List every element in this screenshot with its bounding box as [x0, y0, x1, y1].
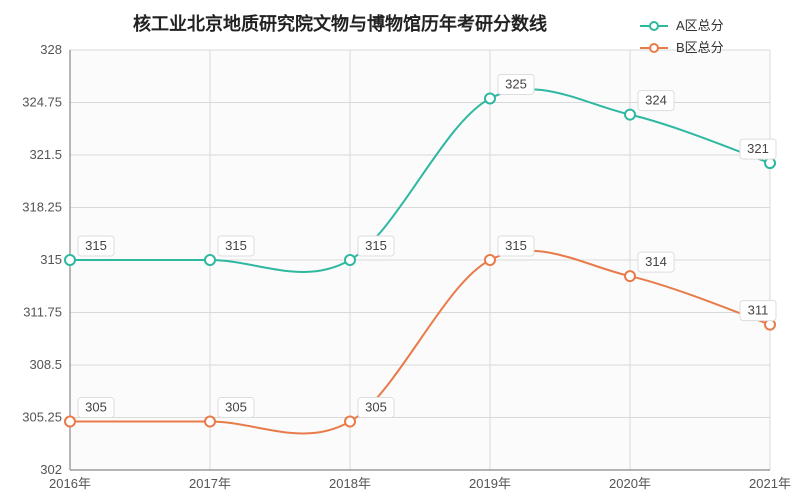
y-tick-label: 328	[40, 42, 62, 57]
y-tick-label: 315	[40, 252, 62, 267]
data-point[interactable]	[485, 255, 495, 265]
data-label: 315	[225, 238, 247, 253]
data-label: 325	[505, 76, 527, 91]
data-point[interactable]	[65, 417, 75, 427]
chart-title: 核工业北京地质研究院文物与博物馆历年考研分数线	[133, 13, 547, 34]
data-point[interactable]	[205, 255, 215, 265]
legend-marker	[650, 44, 658, 52]
x-tick-label: 2021年	[749, 476, 791, 491]
data-label: 305	[85, 400, 107, 415]
data-label: 305	[225, 400, 247, 415]
data-point[interactable]	[625, 110, 635, 120]
legend-marker	[650, 22, 658, 30]
y-tick-label: 318.25	[22, 200, 62, 215]
data-label: 324	[645, 93, 667, 108]
data-point[interactable]	[205, 417, 215, 427]
data-label: 321	[747, 141, 769, 156]
data-point[interactable]	[65, 255, 75, 265]
x-tick-label: 2017年	[189, 476, 231, 491]
data-point[interactable]	[345, 417, 355, 427]
y-tick-label: 305.25	[22, 410, 62, 425]
x-tick-label: 2018年	[329, 476, 371, 491]
x-tick-label: 2020年	[609, 476, 651, 491]
data-label: 315	[505, 238, 527, 253]
data-point[interactable]	[485, 93, 495, 103]
chart-container: 302 305.25 308.5 311.75 315 318.25 321.5 324.75…	[0, 0, 800, 500]
y-tick-label: 308.5	[29, 357, 62, 372]
y-tick-label: 321.5	[29, 147, 62, 162]
legend-label[interactable]: A区总分	[676, 18, 724, 33]
data-point[interactable]	[625, 271, 635, 281]
data-label: 305	[365, 400, 387, 415]
data-label: 315	[85, 238, 107, 253]
legend-label[interactable]: B区总分	[676, 40, 724, 55]
y-tick-label: 311.75	[23, 305, 62, 320]
x-tick-label: 2016年	[49, 476, 91, 491]
chart-svg: 302 305.25 308.5 311.75 315 318.25 321.5 324.75…	[0, 0, 800, 500]
data-label: 315	[365, 238, 387, 253]
y-tick-label: 302	[40, 462, 62, 477]
y-tick-label: 324.75	[22, 95, 62, 110]
x-tick-label: 2019年	[469, 476, 511, 491]
data-label: 314	[645, 254, 667, 269]
data-point[interactable]	[345, 255, 355, 265]
data-label: 311	[748, 303, 769, 318]
